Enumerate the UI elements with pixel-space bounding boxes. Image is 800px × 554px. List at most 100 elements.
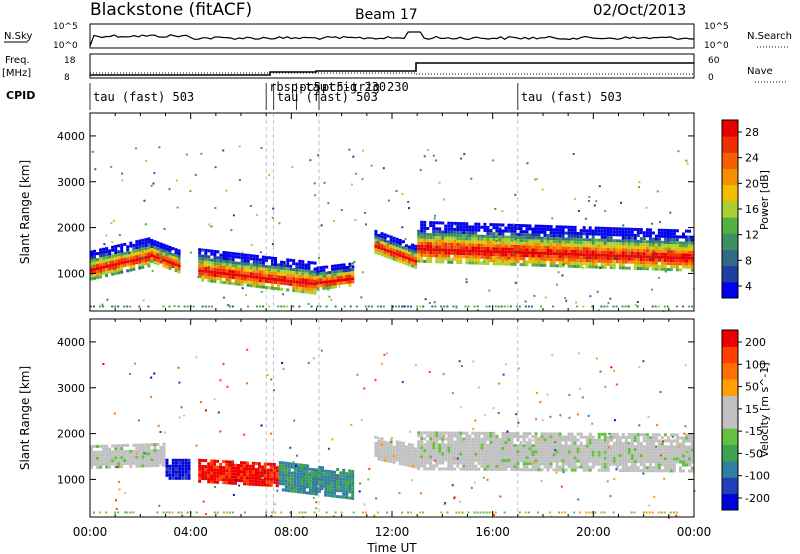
heatmap-cell: [471, 255, 475, 259]
heatmap-cell: [251, 461, 255, 465]
heatmap-cell: [465, 278, 468, 281]
heatmap-cell: [423, 229, 427, 233]
heatmap-cell: [383, 353, 386, 356]
heatmap-cell: [129, 241, 133, 245]
heatmap-cell: [280, 263, 284, 267]
heatmap-cell: [293, 471, 297, 475]
heatmap-cell: [296, 475, 300, 479]
heatmap-cell: [679, 448, 682, 452]
heatmap-cell: [558, 258, 562, 262]
heatmap-cell: [99, 450, 103, 454]
heatmap-cell: [315, 492, 318, 496]
heatmap-cell: [277, 305, 280, 308]
heatmap-cell: [576, 253, 580, 256]
heatmap-cell: [389, 256, 393, 260]
heatmap-cell: [380, 452, 384, 456]
heatmap-cell: [261, 267, 265, 271]
heatmap-cell: [657, 252, 661, 256]
heatmap-cell: [150, 242, 154, 245]
heatmap-cell: [474, 231, 478, 235]
heatmap-cell: [228, 266, 232, 270]
heatmap-cell: [648, 249, 652, 253]
heatmap-cell: [162, 249, 166, 253]
heatmap-cell: [609, 251, 613, 255]
heatmap-cell: [657, 457, 661, 461]
heatmap-cell: [225, 275, 229, 279]
heatmap-cell: [397, 453, 400, 456]
heatmap-cell: [483, 467, 487, 471]
heatmap-cell: [630, 454, 634, 458]
heatmap-cell: [672, 469, 676, 473]
heatmap-cell: [534, 251, 538, 255]
heatmap-cell: [555, 255, 559, 259]
heatmap-cell: [540, 263, 544, 267]
heatmap-cell: [507, 444, 511, 447]
heatmap-cell: [411, 258, 415, 262]
heatmap-cell: [213, 477, 217, 481]
heatmap-cell: [305, 485, 309, 489]
heatmap-cell: [462, 464, 466, 468]
heatmap-cell: [153, 455, 157, 459]
heatmap-cell: [213, 268, 217, 271]
heatmap-cell: [594, 259, 598, 263]
heatmap-cell: [474, 431, 478, 435]
heatmap-cell: [492, 256, 496, 260]
heatmap-cell: [594, 441, 598, 445]
heatmap-cell: [549, 435, 553, 439]
heatmap-cell: [688, 265, 691, 269]
heatmap-cell: [540, 224, 544, 228]
heatmap-cell: [423, 250, 427, 254]
heatmap-cell: [567, 255, 571, 259]
heatmap-cell: [429, 467, 433, 471]
heatmap-cell: [582, 459, 586, 463]
heatmap-cell: [331, 270, 334, 274]
heatmap-cell: [585, 259, 589, 263]
heatmap-cell: [246, 259, 250, 263]
heatmap-cell: [447, 434, 451, 438]
heatmap-cell: [269, 465, 273, 469]
heatmap-cell: [477, 440, 481, 444]
heatmap-cell: [597, 247, 601, 251]
heatmap-cell: [534, 230, 538, 234]
heatmap-cell: [485, 305, 488, 308]
heatmap-cell: [234, 481, 237, 485]
heatmap-cell: [666, 445, 670, 449]
heatmap-cell: [507, 447, 511, 450]
heatmap-cell: [639, 255, 643, 259]
heatmap-cell: [395, 449, 399, 453]
heatmap-cell: [108, 270, 112, 274]
heatmap-cell: [691, 305, 693, 308]
heatmap-cell: [462, 237, 466, 241]
heatmap-cell: [426, 461, 430, 465]
heatmap-cell: [252, 263, 256, 267]
heatmap-cell: [688, 457, 691, 461]
heatmap-cell: [292, 259, 296, 263]
heatmap-cell: [328, 295, 331, 298]
heatmap-cell: [261, 270, 265, 274]
heatmap-cell: [450, 461, 454, 465]
heatmap-cell: [409, 430, 412, 433]
heatmap-cell: [198, 476, 202, 480]
heatmap-cell: [691, 460, 694, 464]
heatmap-cell: [675, 256, 679, 260]
heatmap-cell: [377, 437, 380, 439]
heatmap-cell: [450, 227, 454, 231]
heatmap-cell: [443, 305, 446, 308]
heatmap-cell: [570, 450, 574, 454]
heatmap-cell: [525, 435, 529, 439]
heatmap-cell: [518, 305, 521, 308]
heatmap-cell: [214, 166, 217, 169]
heatmap-cell: [669, 253, 673, 257]
heatmap-cell: [495, 262, 499, 266]
heatmap-cell: [498, 465, 502, 468]
heatmap-cell: [135, 461, 139, 465]
heatmap-cell: [180, 511, 183, 514]
heatmap-cell: [426, 443, 430, 447]
heatmap-cell: [254, 474, 258, 477]
heatmap-cell: [198, 470, 202, 474]
heatmap-cell: [679, 235, 682, 239]
heatmap-cell: [111, 266, 115, 270]
heatmap-cell: [522, 453, 526, 457]
heatmap-cell: [579, 447, 583, 451]
heatmap-cell: [477, 222, 481, 226]
